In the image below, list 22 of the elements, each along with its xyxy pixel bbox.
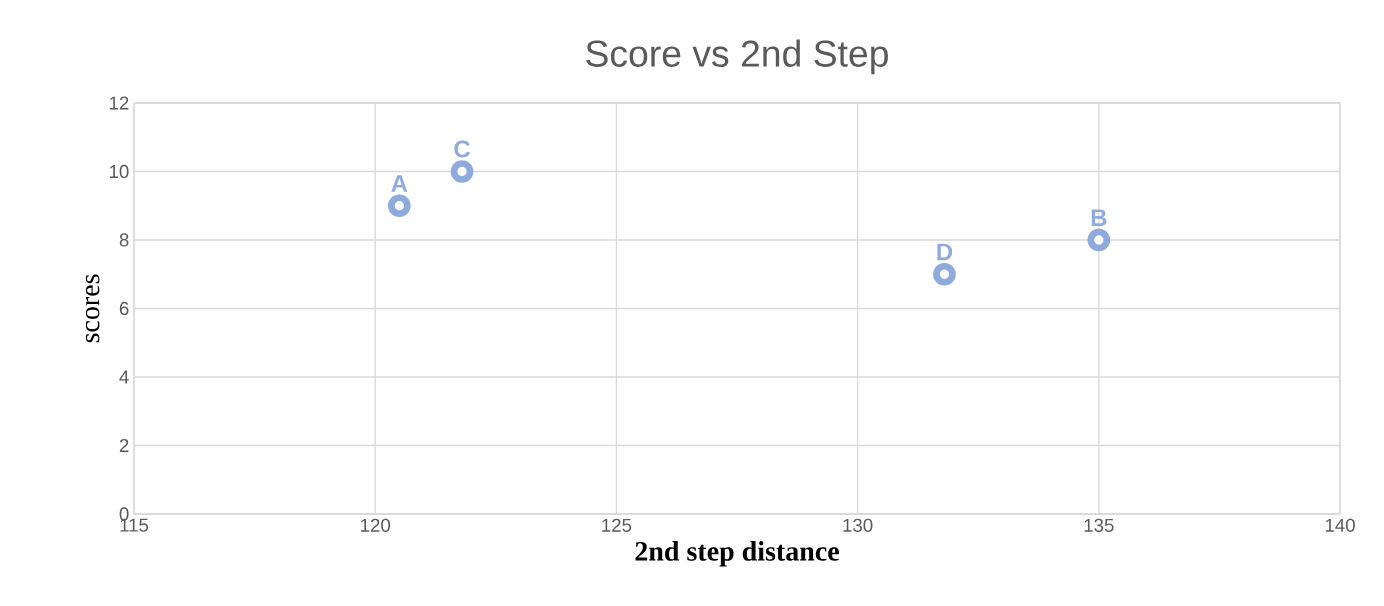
x-tick-label: 120 bbox=[361, 518, 391, 532]
y-tick-label: 2 bbox=[119, 438, 129, 452]
chart-title: Score vs 2nd Step bbox=[586, 39, 888, 75]
point bbox=[387, 194, 411, 218]
x-tick-label: 135 bbox=[1084, 518, 1114, 532]
y-tick-label: 10 bbox=[109, 164, 129, 179]
y-tick-label: 6 bbox=[119, 301, 129, 316]
x-tick-label: 130 bbox=[843, 518, 873, 532]
x-axis-title: 2nd step distance bbox=[635, 541, 839, 567]
annotation: A bbox=[391, 175, 408, 192]
y-tick-label: 4 bbox=[119, 370, 129, 384]
annotation: B bbox=[1091, 209, 1107, 226]
annotation: C bbox=[454, 140, 471, 158]
point bbox=[1087, 228, 1111, 252]
annotation: D bbox=[937, 243, 953, 261]
y-tick-label: 8 bbox=[119, 233, 129, 247]
y-axis-title: scores bbox=[85, 274, 100, 343]
y-tick-label: 12 bbox=[109, 96, 129, 110]
x-tick-label: 140 bbox=[1325, 518, 1355, 532]
x-tick-label: 125 bbox=[602, 518, 632, 532]
point bbox=[450, 160, 474, 183]
point bbox=[933, 262, 956, 286]
